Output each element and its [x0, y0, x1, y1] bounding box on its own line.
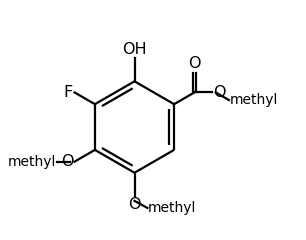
Text: O: O	[213, 85, 225, 100]
Text: methyl: methyl	[8, 155, 56, 169]
Text: O: O	[188, 56, 201, 71]
Text: methyl: methyl	[148, 201, 196, 215]
Text: methyl: methyl	[230, 93, 278, 107]
Text: OH: OH	[122, 42, 147, 57]
Text: F: F	[63, 85, 73, 100]
Text: O: O	[128, 197, 141, 212]
Text: O: O	[61, 154, 73, 169]
